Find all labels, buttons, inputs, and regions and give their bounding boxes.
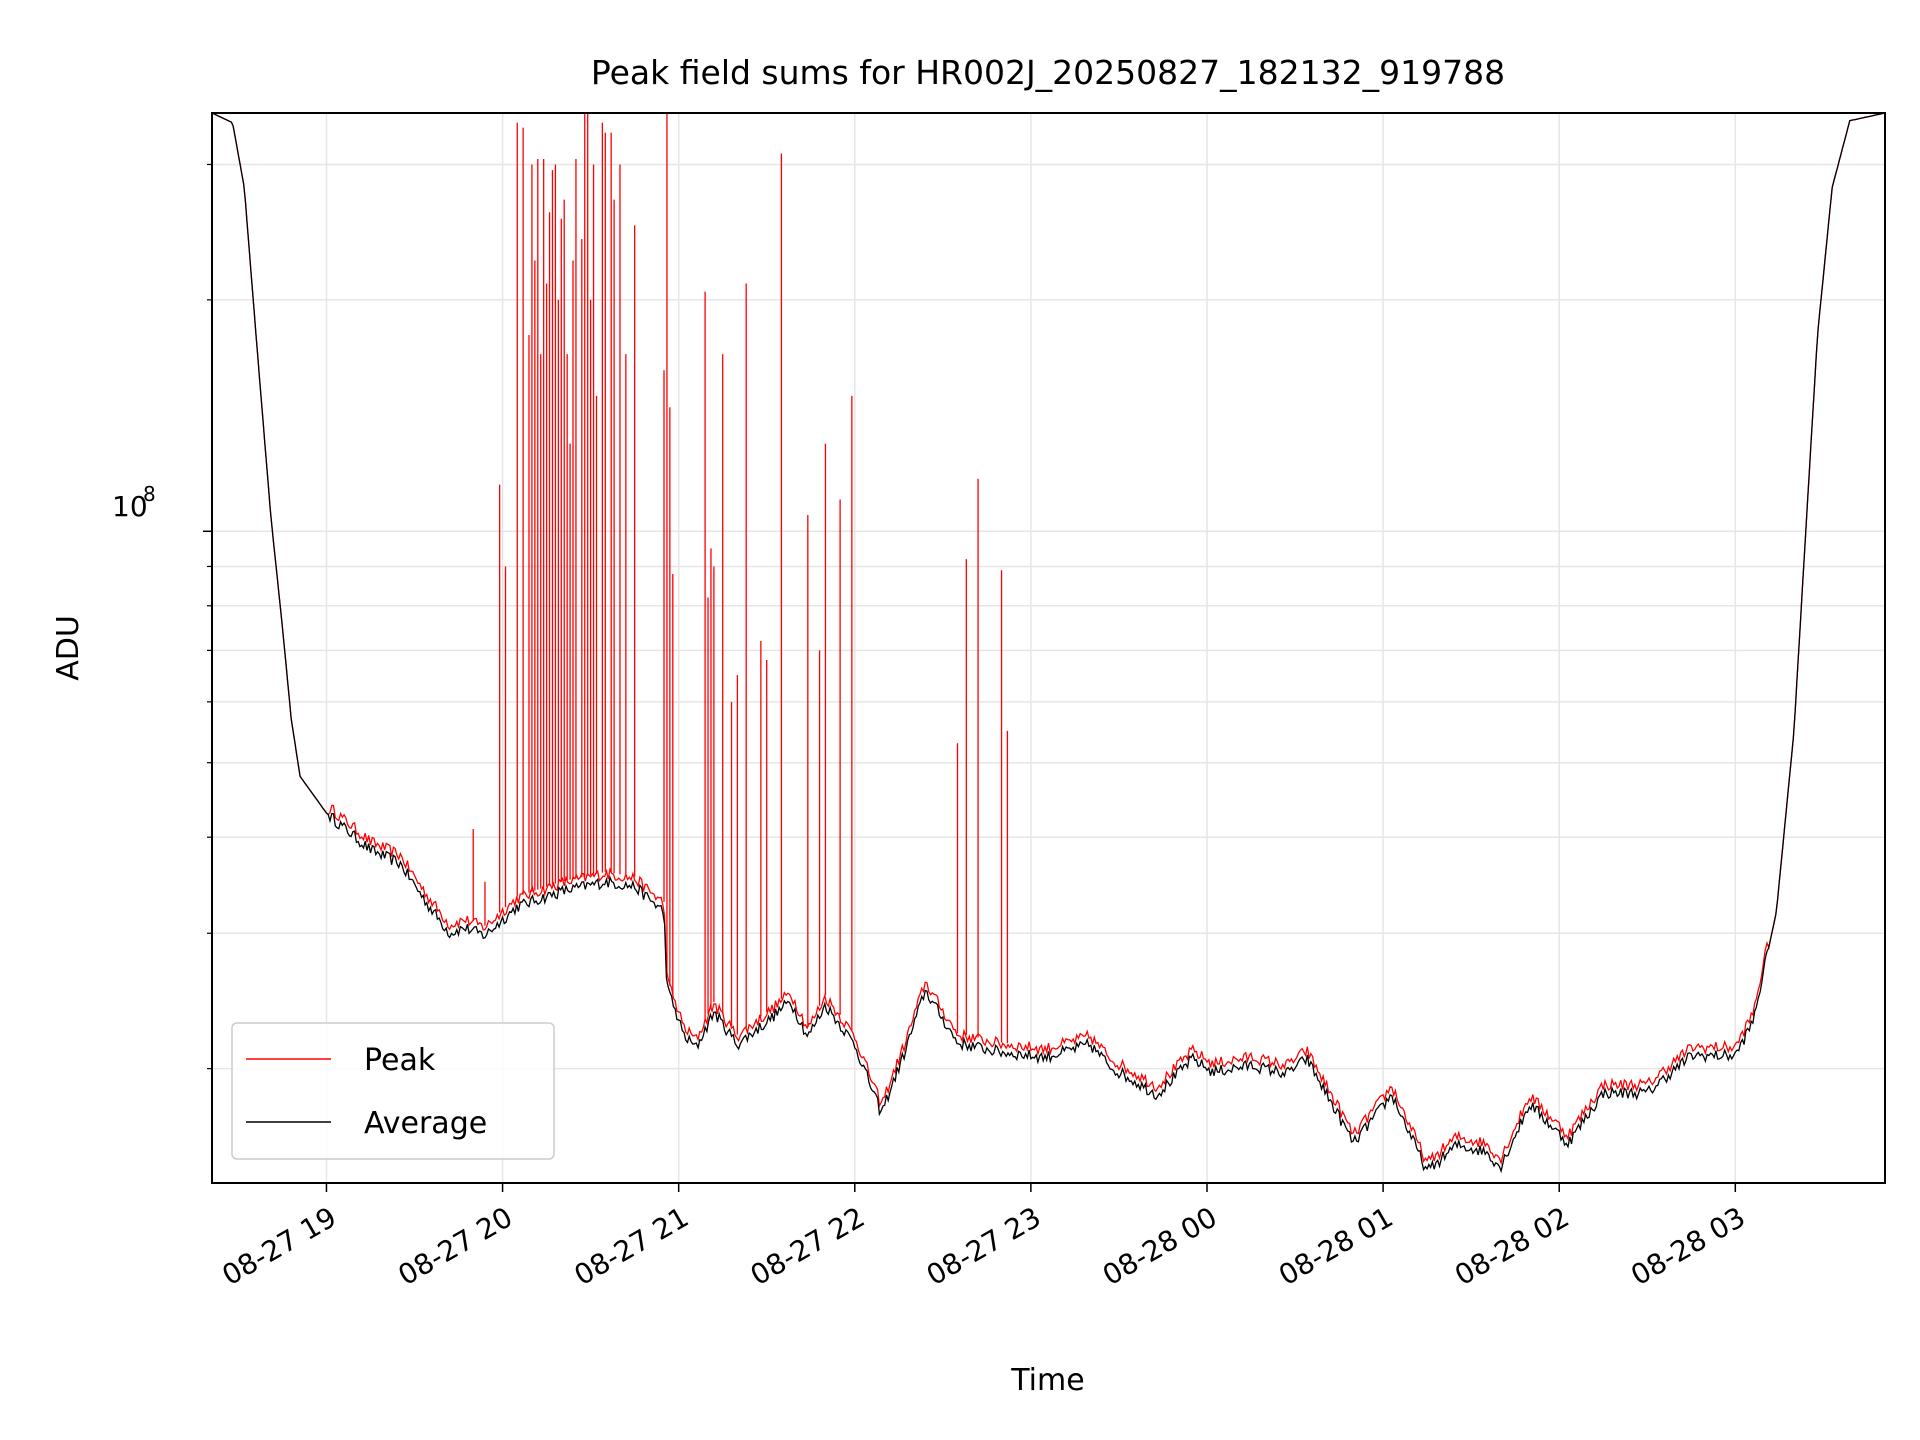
legend-average-label: Average <box>364 1106 487 1141</box>
chart-title: Peak field sums for HR002J_20250827_1821… <box>591 53 1505 92</box>
legend-peak-label: Peak <box>364 1043 436 1078</box>
y-tick-label-exponent: 8 <box>143 482 156 506</box>
grid <box>212 113 1885 1183</box>
peak-series <box>212 113 1884 1166</box>
x-axis-ticks: 08-27 19 08-27 20 08-27 21 08-27 22 08-27 23… <box>216 1183 1751 1292</box>
x-tick-label: 08-28 02 <box>1449 1200 1575 1292</box>
x-tick-label: 08-27 21 <box>569 1200 695 1292</box>
x-tick-label: 08-27 19 <box>216 1200 342 1292</box>
x-tick-label: 08-27 20 <box>393 1200 519 1292</box>
y-axis-label: ADU <box>51 615 86 681</box>
y-axis-ticks <box>203 163 212 1070</box>
average-line <box>212 113 1884 1174</box>
legend: Peak Average <box>231 1022 555 1160</box>
x-tick-label: 08-27 23 <box>921 1200 1047 1292</box>
x-tick-label: 08-28 03 <box>1625 1200 1751 1292</box>
plot-frame <box>211 112 1886 1184</box>
peak-line <box>212 113 1884 1166</box>
x-tick-label: 08-28 01 <box>1273 1200 1399 1292</box>
x-axis-label: Time <box>1010 1363 1084 1398</box>
legend-box <box>231 1022 555 1160</box>
average-series <box>212 113 1884 1174</box>
y-tick-label-base: 10 <box>112 490 148 523</box>
x-tick-label: 08-28 00 <box>1097 1200 1223 1292</box>
x-tick-label: 08-27 22 <box>745 1200 871 1292</box>
